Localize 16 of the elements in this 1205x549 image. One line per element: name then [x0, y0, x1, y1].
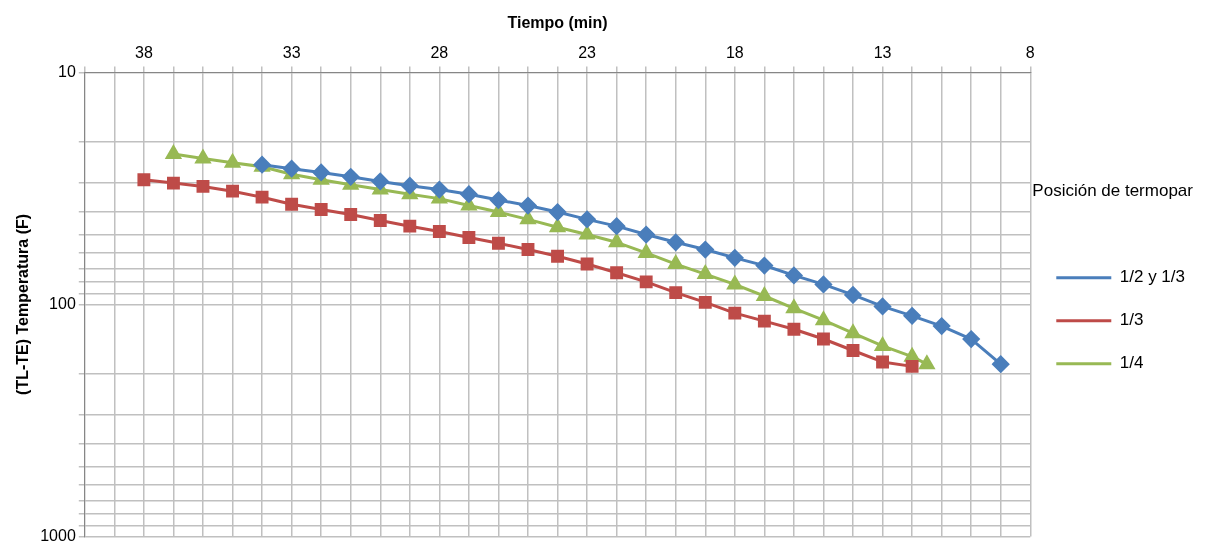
x-tick-label: 23: [578, 44, 597, 62]
legend-label: 1/4: [1119, 353, 1144, 373]
x-tick-label: 33: [282, 44, 301, 62]
x-tick-label: 28: [430, 44, 449, 62]
x-axis-title: Tiempo (min): [507, 14, 608, 32]
legend-label: 1/2 y 1/3: [1119, 267, 1186, 287]
x-tick-label: 8: [1025, 44, 1035, 62]
y-tick-label: 10: [58, 62, 76, 80]
x-tick-label: 13: [873, 44, 892, 62]
legend-label: 1/3: [1119, 310, 1144, 330]
x-tick-label: 18: [725, 44, 744, 62]
y-tick-label: 100: [49, 294, 76, 312]
legend-title: Posición de termopar: [1032, 180, 1194, 200]
y-axis-title: (TL-TE) Temperatura (F): [14, 213, 32, 395]
x-tick-label: 38: [134, 44, 153, 62]
y-tick-label: 1000: [40, 526, 76, 544]
